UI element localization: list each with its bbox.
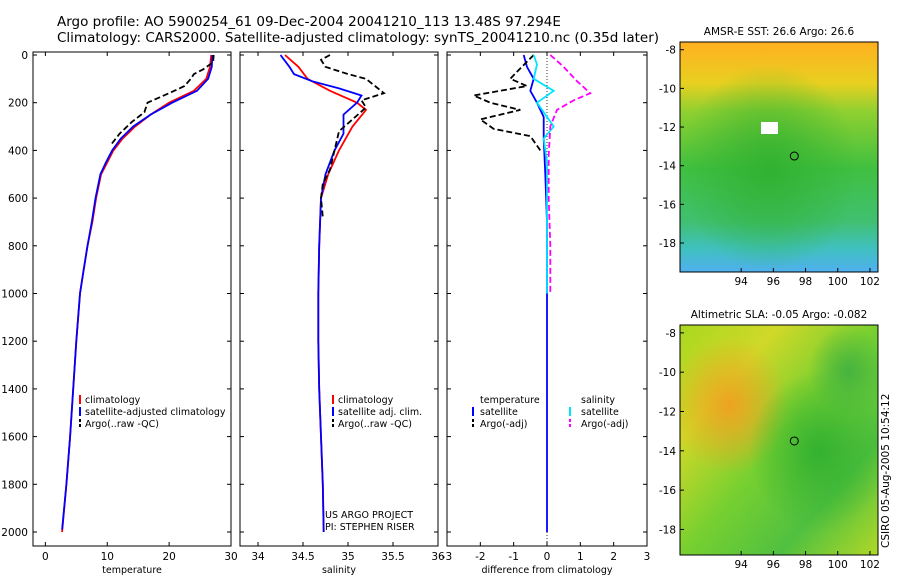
y-tick-label: 2000 (1, 527, 28, 539)
legend-label: satellite adj. clim. (338, 407, 422, 418)
map-x-tick-label: 96 (767, 559, 781, 571)
series-line-argo-adj- (470, 54, 542, 151)
legend-label: climatology (338, 395, 394, 406)
map-y-tick-label: -12 (659, 122, 676, 134)
map-x-tick-label: 96 (767, 276, 781, 288)
map-y-tick-label: -16 (659, 485, 676, 497)
sla-map-panel: Altimetric SLA: -0.05 Argo: -0.082 94 96 9… (659, 309, 880, 571)
legend-label: salinity (581, 395, 615, 406)
sla-map-title: Altimetric SLA: -0.05 Argo: -0.082 (691, 309, 868, 321)
profile-panel-2: 34 34.5 35 35.5 36 salinity climatologysatelli… (239, 51, 445, 576)
y-tick-label: 800 (8, 241, 28, 253)
x-tick-label: 3 (644, 551, 651, 563)
series-line-satellite-adj-clim- (279, 54, 363, 533)
x-axis-label: salinity (322, 565, 356, 576)
x-tick-label: 35.5 (381, 551, 404, 563)
legend-label: satellite-adjusted climatology (85, 407, 226, 418)
panel-frame (32, 51, 232, 547)
series-line-argo-raw-qc- (319, 54, 386, 218)
series-line-satellite-adjusted-climatology (61, 54, 214, 530)
legend-label: satellite (581, 407, 619, 418)
x-tick-label: 34 (251, 551, 265, 563)
map-x-tick-label: 98 (799, 559, 812, 571)
annotation-text: PI: STEPHEN RISER (325, 522, 415, 533)
legend-label: Argo(-adj) (480, 419, 527, 430)
panel-frame (239, 51, 439, 547)
y-tick-label: 200 (8, 98, 28, 110)
sst-missing-cell (761, 122, 778, 134)
x-tick-label: 10 (101, 551, 114, 563)
sst-cool-patch (680, 42, 878, 272)
map-y-tick-label: -10 (659, 367, 676, 379)
figure-title-line1: Argo profile: AO 5900254_61 09-Dec-2004 … (57, 14, 561, 30)
map-x-tick-label: 102 (860, 276, 880, 288)
sst-map-frame (679, 41, 879, 273)
legend-label: Argo(..raw -QC) (338, 419, 412, 430)
annotation-text: US ARGO PROJECT (325, 510, 413, 521)
argo-float-marker (789, 151, 799, 161)
y-tick-label: 400 (8, 145, 28, 157)
x-tick-label: 1 (577, 551, 584, 563)
series-line-argo-raw-qc- (109, 54, 215, 147)
profile-panel-3: -3 -2 -1 0 1 2 3 difference from climatology tem… (442, 51, 651, 576)
y-tick-label: 1000 (1, 289, 28, 301)
y-tick-label: 600 (8, 193, 28, 205)
x-axis-label: difference from climatology (481, 565, 612, 576)
series-line-climatology (284, 54, 368, 533)
x-tick-label: 36 (431, 551, 445, 563)
map-x-tick-label: 102 (860, 559, 880, 571)
x-tick-label: -3 (442, 551, 452, 563)
profile-panel-1: 0 10 20 30 temperature 0 200 400 600 800 1000 1200 1… (1, 50, 237, 576)
legend-label: satellite (480, 407, 518, 418)
map-y-tick-label: -14 (659, 446, 676, 458)
series-line-climatology (61, 54, 213, 533)
legend-label: Argo(-adj) (581, 419, 628, 430)
y-tick-label: 1600 (1, 432, 28, 444)
series-line-argo-adj- (547, 54, 592, 294)
y-tick-label: 0 (21, 50, 28, 62)
map-x-tick-label: 100 (828, 559, 848, 571)
x-tick-label: 30 (224, 551, 237, 563)
x-tick-label: -2 (475, 551, 485, 563)
legend-label: temperature (480, 395, 540, 406)
y-tick-label: 1800 (1, 479, 28, 491)
x-tick-label: 20 (162, 551, 175, 563)
x-tick-label: 35 (341, 551, 354, 563)
legend-label: climatology (85, 395, 141, 406)
map-y-tick-label: -12 (659, 406, 676, 418)
sla-low-patch-2 (680, 325, 878, 555)
x-tick-label: 0 (42, 551, 49, 563)
map-y-tick-label: -18 (659, 238, 676, 250)
series-line-satellite (532, 54, 556, 294)
map-y-tick-label: -8 (666, 328, 676, 340)
map-y-tick-label: -10 (659, 83, 676, 95)
map-y-tick-label: -8 (666, 45, 676, 57)
map-y-tick-label: -16 (659, 199, 676, 211)
map-x-tick-label: 100 (828, 276, 848, 288)
map-x-tick-label: 94 (734, 276, 748, 288)
map-x-tick-label: 98 (799, 276, 812, 288)
map-y-tick-label: -14 (659, 161, 676, 173)
sla-map-frame (679, 324, 879, 556)
figure-title-line2: Climatology: CARS2000. Satellite-adjuste… (57, 30, 660, 46)
x-tick-label: 0 (544, 551, 551, 563)
y-tick-label: 1400 (1, 384, 28, 396)
legend-label: Argo(..raw -QC) (85, 419, 159, 430)
map-x-tick-label: 94 (734, 559, 748, 571)
x-tick-label: -1 (508, 551, 518, 563)
y-tick-label: 1200 (1, 336, 28, 348)
x-axis-label: temperature (102, 565, 162, 576)
argo-float-marker (789, 436, 799, 446)
series-line-satellite (522, 54, 548, 532)
sst-map-panel: AMSR-E SST: 26.6 Argo: 26.6 94 96 98 100 102… (659, 26, 880, 288)
sst-map-title: AMSR-E SST: 26.6 Argo: 26.6 (704, 26, 855, 38)
x-tick-label: 34.5 (291, 551, 314, 563)
map-y-tick-label: -18 (659, 524, 676, 536)
x-tick-label: 2 (610, 551, 617, 563)
